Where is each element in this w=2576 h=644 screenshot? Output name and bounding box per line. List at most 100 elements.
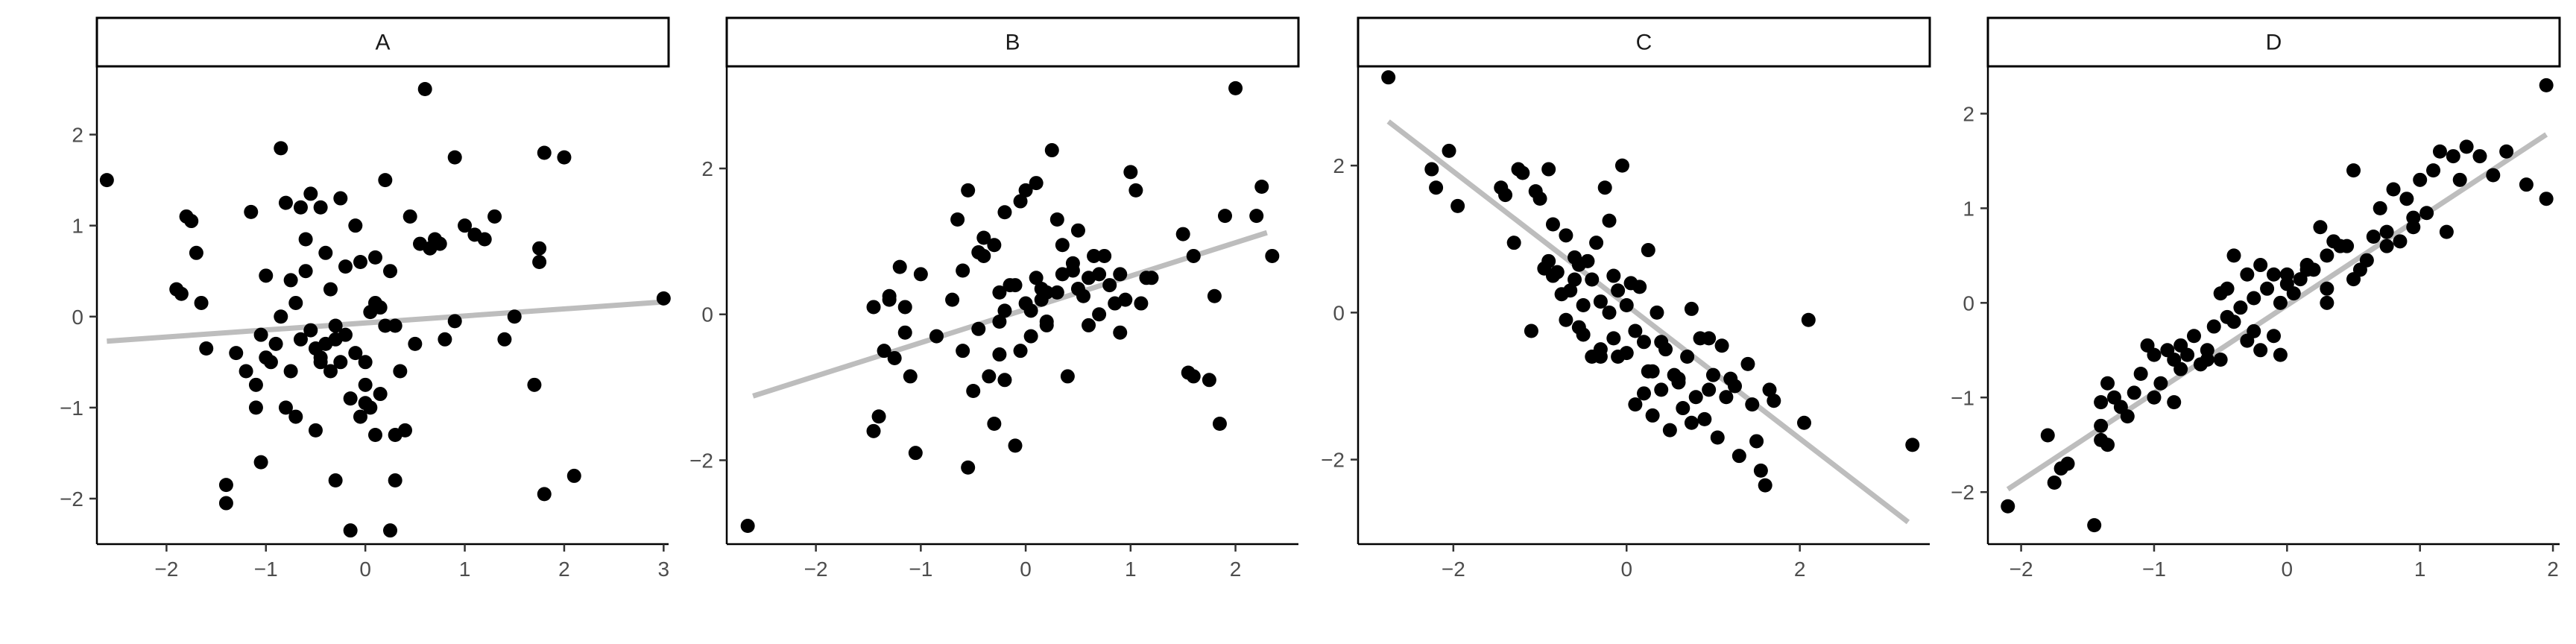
scatter-point-a: [313, 200, 328, 215]
y-tick-label-c: 2: [1333, 154, 1345, 177]
facet-label-b: B: [1005, 31, 1020, 55]
y-tick-label-b: 2: [701, 157, 713, 180]
scatter-point-c: [1597, 180, 1612, 195]
scatter-point-a: [333, 355, 348, 370]
scatter-point-a: [398, 423, 413, 438]
scatter-point-d: [2127, 385, 2141, 400]
scatter-point-b: [892, 259, 907, 274]
x-tick-label-c: 0: [1620, 558, 1632, 581]
scatter-point-c: [1545, 217, 1560, 232]
scatter-point-c: [1641, 243, 1655, 258]
scatter-point-b: [1044, 143, 1059, 158]
scatter-point-d: [2253, 343, 2268, 358]
scatter-point-d: [2386, 182, 2401, 197]
scatter-point-c: [1632, 280, 1647, 294]
scatter-point-b: [1023, 303, 1038, 318]
x-tick-label-a: 3: [658, 558, 670, 581]
scatter-point-a: [557, 150, 572, 165]
scatter-point-c: [1641, 364, 1655, 379]
scatter-point-c: [1498, 188, 1513, 203]
panel-a: A −2 −1 0 1 2 3 −2 −1 0 1 2: [60, 16, 671, 581]
scatter-point-a: [308, 423, 323, 438]
scatter-point-c: [1767, 394, 1781, 408]
scatter-point-c: [1676, 401, 1690, 416]
facet-label-c: C: [1636, 31, 1652, 55]
scatter-point-c: [1563, 283, 1578, 298]
scatter-point-d: [2220, 281, 2235, 296]
scatter-point-a: [402, 209, 417, 224]
y-tick-label-d: 0: [1963, 291, 1974, 315]
scatter-point-a: [274, 141, 288, 156]
scatter-point-b: [908, 446, 923, 461]
scatter-point-b: [1049, 285, 1064, 300]
scatter-point-c: [1684, 301, 1699, 316]
scatter-point-a: [303, 186, 318, 201]
scatter-point-d: [2240, 267, 2255, 282]
scatter-point-c: [1619, 346, 1634, 361]
scatter-point-b: [976, 230, 991, 245]
scatter-point-d: [2413, 172, 2428, 187]
scatter-point-d: [2426, 163, 2441, 178]
scatter-point-b: [961, 460, 976, 475]
x-tick-label-d: 0: [2282, 558, 2294, 581]
y-tick-label-d: −1: [1951, 386, 1974, 409]
scatter-point-a: [383, 523, 398, 538]
y-tick-label-b: −2: [689, 449, 713, 472]
scatter-point-b: [877, 344, 891, 359]
scatter-point-b: [1202, 373, 1216, 388]
scatter-point-a: [248, 400, 263, 415]
scatter-point-b: [1018, 183, 1033, 198]
scatter-point-b: [1049, 212, 1064, 227]
scatter-point-a: [328, 473, 343, 488]
facet-strip-d: [1986, 16, 2561, 68]
y-tick-label-a: −2: [60, 487, 83, 511]
y-tick-label-d: 1: [1963, 197, 1974, 220]
scatter-point-b: [1254, 179, 1269, 194]
scatter-point-c: [1801, 312, 1816, 327]
scatter-point-b: [1128, 183, 1143, 198]
scatter-point-a: [184, 214, 199, 229]
scatter-point-a: [244, 204, 259, 219]
scatter-point-b: [1118, 292, 1133, 307]
scatter-point-a: [388, 318, 402, 333]
scatter-point-a: [298, 264, 313, 279]
scatter-point-a: [218, 478, 233, 493]
scatter-point-c: [1728, 379, 1743, 394]
scatter-point-a: [274, 309, 288, 324]
scatter-point-d: [2486, 168, 2501, 183]
scatter-point-a: [487, 209, 502, 224]
scatter-point-b: [997, 303, 1012, 318]
scatter-point-b: [1029, 271, 1044, 285]
scatter-point-d: [2220, 309, 2235, 324]
y-tick-label-d: 2: [1963, 102, 1974, 125]
scatter-point-b: [1113, 325, 1128, 340]
scatter-point-d: [2094, 418, 2109, 433]
scatter-point-c: [1550, 265, 1565, 280]
y-tick-label-a: 2: [72, 124, 83, 147]
scatter-point-d: [2233, 300, 2248, 315]
scatter-point-b: [1082, 318, 1096, 332]
x-tick-label-d: −1: [2142, 558, 2166, 581]
scatter-point-c: [1662, 423, 1677, 438]
scatter-point-c: [1702, 382, 1717, 397]
scatter-point-c: [1442, 143, 1456, 158]
scatter-point-d: [2320, 281, 2334, 296]
scatter-point-a: [458, 218, 473, 233]
scatter-point-a: [328, 318, 343, 333]
x-tick-label-d: 2: [2547, 558, 2559, 581]
scatter-point-b: [1023, 329, 1038, 344]
x-tick-label-c: −2: [1442, 558, 1465, 581]
scatter-point-d: [2379, 239, 2394, 253]
scatter-point-c: [1568, 272, 1582, 287]
scatter-point-b: [903, 369, 918, 384]
scatter-point-d: [2180, 347, 2195, 362]
scatter-point-d: [2452, 172, 2467, 187]
scatter-point-a: [229, 346, 244, 361]
scatter-point-b: [956, 263, 970, 278]
x-tick-label-a: 1: [459, 558, 471, 581]
scatter-point-a: [656, 291, 671, 306]
x-tick-label-b: −1: [909, 558, 932, 581]
scatter-point-b: [1065, 263, 1080, 278]
scatter-point-b: [992, 347, 1007, 362]
